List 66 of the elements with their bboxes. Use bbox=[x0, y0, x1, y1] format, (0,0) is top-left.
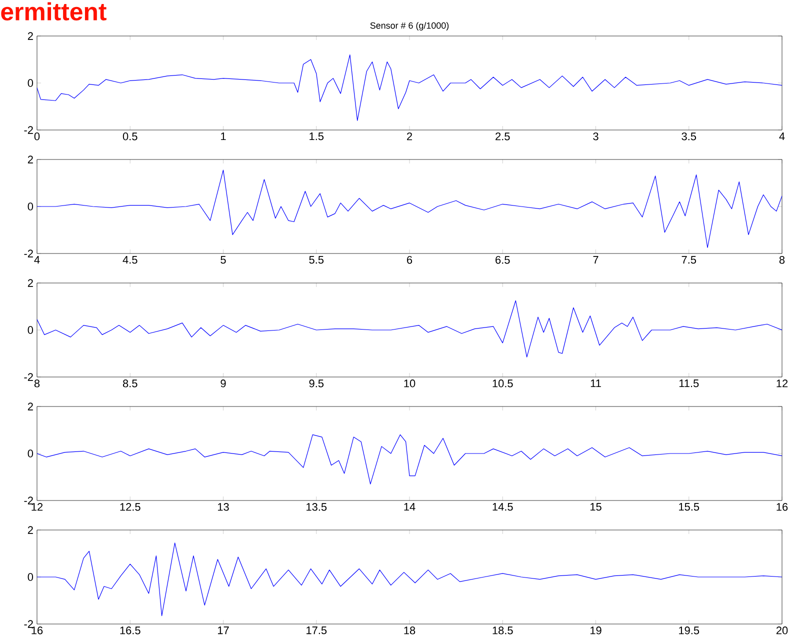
x-tick-label: 19 bbox=[590, 626, 602, 634]
line-series bbox=[37, 54, 782, 121]
x-tick-label: 10.5 bbox=[492, 380, 513, 388]
x-tick-label: 0.5 bbox=[122, 132, 138, 140]
x-tick-label: 3 bbox=[593, 132, 598, 140]
x-tick-label: 5.5 bbox=[309, 256, 324, 264]
x-tick-label: 4.5 bbox=[122, 256, 138, 264]
x-tick-label: 1 bbox=[221, 132, 226, 140]
x-tick-label: 15.5 bbox=[679, 503, 700, 511]
x-tick-label: 17 bbox=[218, 626, 229, 634]
y-tick-label: 0 bbox=[28, 326, 34, 334]
x-tick-label: 12 bbox=[32, 503, 43, 511]
x-tick-label: 2 bbox=[407, 132, 412, 140]
y-tick-label: 0 bbox=[28, 202, 34, 210]
y-tick-label: 0 bbox=[28, 450, 34, 458]
x-tick-label: 9 bbox=[220, 380, 226, 388]
y-tick-label: 2 bbox=[28, 32, 33, 40]
x-tick-label: 19.5 bbox=[679, 626, 700, 634]
x-tick-label: 8 bbox=[779, 256, 785, 264]
x-tick-label: 14.5 bbox=[492, 503, 513, 511]
x-tick-label: 14 bbox=[404, 503, 416, 511]
y-tick-label: 2 bbox=[28, 526, 33, 534]
x-tick-label: 8 bbox=[34, 380, 40, 388]
x-tick-label: 11 bbox=[590, 380, 601, 388]
x-tick-label: 7.5 bbox=[682, 256, 696, 264]
x-tick-label: 16 bbox=[32, 626, 43, 634]
x-tick-label: 0 bbox=[34, 132, 40, 140]
line-series bbox=[37, 170, 782, 248]
x-tick-label: 18.5 bbox=[492, 626, 513, 634]
x-tick-label: 15 bbox=[590, 503, 602, 511]
line-series bbox=[37, 300, 782, 358]
x-tick-label: 3.5 bbox=[682, 132, 696, 140]
x-tick-label: 12 bbox=[776, 380, 788, 388]
x-tick-label: 11.5 bbox=[679, 380, 699, 388]
y-tick-label: -2 bbox=[24, 250, 33, 258]
x-tick-label: 16 bbox=[776, 503, 788, 511]
x-tick-label: 6 bbox=[407, 256, 412, 264]
x-tick-label: 17.5 bbox=[306, 626, 327, 634]
x-tick-label: 4 bbox=[34, 256, 40, 264]
x-tick-label: 5 bbox=[220, 256, 226, 264]
y-tick-label: 2 bbox=[28, 156, 33, 164]
y-tick-label: 2 bbox=[28, 402, 33, 410]
x-tick-label: 18 bbox=[404, 626, 416, 634]
y-tick-label: 2 bbox=[28, 279, 33, 287]
line-series bbox=[37, 434, 782, 484]
x-tick-label: 2.5 bbox=[496, 132, 510, 140]
y-tick-label: -2 bbox=[24, 126, 33, 134]
chart-title: Sensor # 6 (g/1000) bbox=[370, 22, 449, 30]
x-tick-label: 6.5 bbox=[496, 256, 510, 264]
x-tick-label: 13.5 bbox=[306, 503, 327, 511]
x-tick-label: 7 bbox=[593, 256, 598, 264]
y-tick-label: -2 bbox=[24, 373, 33, 381]
x-tick-label: 16.5 bbox=[120, 626, 140, 634]
y-tick-label: -2 bbox=[24, 496, 33, 504]
text: ermittent bbox=[1, 2, 106, 20]
y-tick-label: -2 bbox=[24, 620, 33, 628]
y-tick-label: 0 bbox=[28, 79, 34, 87]
x-tick-label: 8.5 bbox=[122, 380, 138, 388]
x-tick-label: 1.5 bbox=[310, 132, 324, 140]
y-tick-label: 0 bbox=[28, 573, 34, 581]
x-tick-label: 13 bbox=[218, 503, 229, 511]
x-tick-label: 4 bbox=[779, 132, 785, 140]
x-tick-label: 9.5 bbox=[309, 380, 324, 388]
x-tick-label: 12.5 bbox=[120, 503, 140, 511]
x-tick-label: 10 bbox=[404, 380, 416, 388]
x-tick-label: 20 bbox=[776, 626, 788, 634]
